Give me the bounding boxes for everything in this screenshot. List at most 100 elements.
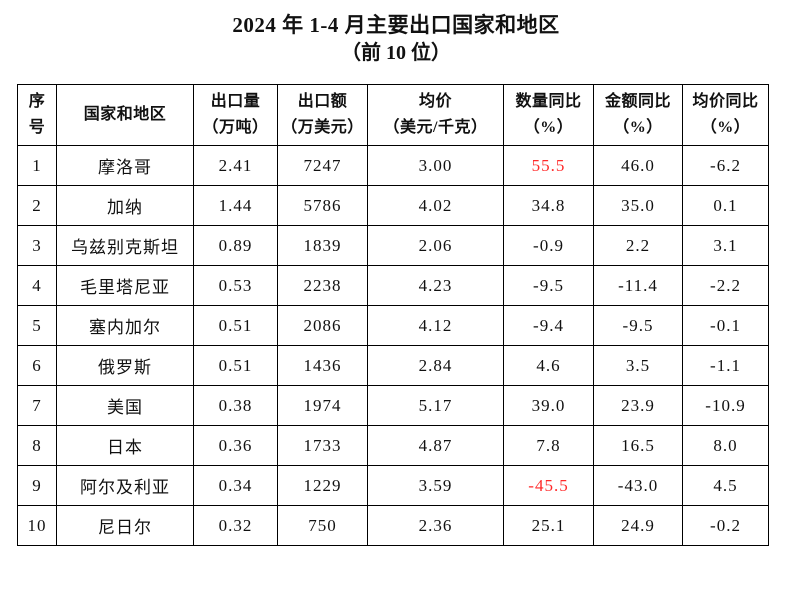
cell-avg-price: 2.84 [367, 345, 504, 386]
column-header-export-qty: 出口量 （万吨） [193, 84, 278, 146]
cell-qty-yoy: 39.0 [503, 385, 594, 426]
page-subtitle: （前 10 位） [341, 42, 451, 64]
table-row: 6 俄罗斯 0.51 1436 2.84 4.6 3.5 -1.1 [17, 345, 769, 386]
cell-avg-price: 3.59 [367, 465, 504, 506]
cell-avg-price: 3.00 [367, 145, 504, 186]
cell-country: 乌兹别克斯坦 [56, 225, 194, 266]
cell-export-value: 1839 [277, 225, 368, 266]
cell-export-qty: 2.41 [193, 145, 278, 186]
cell-export-value: 2086 [277, 305, 368, 346]
cell-value-yoy: 2.2 [593, 225, 683, 266]
column-header-country: 国家和地区 [56, 84, 194, 146]
cell-avg-price: 4.23 [367, 265, 504, 306]
cell-seq: 5 [17, 305, 57, 346]
cell-value-yoy: 35.0 [593, 185, 683, 226]
cell-qty-yoy: -9.4 [503, 305, 594, 346]
cell-export-qty: 0.53 [193, 265, 278, 306]
cell-qty-yoy: -45.5 [503, 465, 594, 506]
cell-export-qty: 1.44 [193, 185, 278, 226]
column-header-export-value: 出口额 （万美元） [277, 84, 368, 146]
page-title: 2024 年 1-4 月主要出口国家和地区 [232, 13, 560, 37]
column-header-avg-price: 均价 （美元/千克） [367, 84, 504, 146]
cell-export-qty: 0.51 [193, 345, 278, 386]
table-row: 3 乌兹别克斯坦 0.89 1839 2.06 -0.9 2.2 3.1 [17, 225, 769, 266]
cell-value-yoy: 23.9 [593, 385, 683, 426]
cell-avg-price: 2.06 [367, 225, 504, 266]
cell-export-qty: 0.89 [193, 225, 278, 266]
cell-value-yoy: -43.0 [593, 465, 683, 506]
table-row: 7 美国 0.38 1974 5.17 39.0 23.9 -10.9 [17, 385, 769, 426]
cell-export-value: 1229 [277, 465, 368, 506]
document-page: 2024 年 1-4 月主要出口国家和地区 （前 10 位） 序 号 国家和地区 [0, 12, 792, 546]
table-row: 4 毛里塔尼亚 0.53 2238 4.23 -9.5 -11.4 -2.2 [17, 265, 769, 306]
cell-price-yoy: -0.2 [682, 505, 769, 546]
cell-seq: 10 [17, 505, 57, 546]
cell-price-yoy: 4.5 [682, 465, 769, 506]
cell-value-yoy: -11.4 [593, 265, 683, 306]
cell-price-yoy: 0.1 [682, 185, 769, 226]
cell-seq: 6 [17, 345, 57, 386]
cell-export-value: 2238 [277, 265, 368, 306]
cell-price-yoy: -2.2 [682, 265, 769, 306]
header-row: 序 号 国家和地区 出口量 （万吨） 出口额 （万美元） 均价 （美元/千 [17, 84, 769, 146]
cell-country: 阿尔及利亚 [56, 465, 194, 506]
table-row: 10 尼日尔 0.32 750 2.36 25.1 24.9 -0.2 [17, 505, 769, 546]
table-row: 5 塞内加尔 0.51 2086 4.12 -9.4 -9.5 -0.1 [17, 305, 769, 346]
cell-country: 摩洛哥 [56, 145, 194, 186]
cell-qty-yoy: -0.9 [503, 225, 594, 266]
cell-avg-price: 2.36 [367, 505, 504, 546]
table-row: 1 摩洛哥 2.41 7247 3.00 55.5 46.0 -6.2 [17, 145, 769, 186]
cell-value-yoy: 46.0 [593, 145, 683, 186]
cell-seq: 8 [17, 425, 57, 466]
export-table: 序 号 国家和地区 出口量 （万吨） 出口额 （万美元） 均价 （美元/千 [17, 84, 769, 546]
cell-export-value: 1436 [277, 345, 368, 386]
cell-avg-price: 5.17 [367, 385, 504, 426]
cell-qty-yoy: 25.1 [503, 505, 594, 546]
table-row: 8 日本 0.36 1733 4.87 7.8 16.5 8.0 [17, 425, 769, 466]
cell-avg-price: 4.12 [367, 305, 504, 346]
cell-country: 美国 [56, 385, 194, 426]
cell-export-qty: 0.32 [193, 505, 278, 546]
cell-price-yoy: -1.1 [682, 345, 769, 386]
table-body: 1 摩洛哥 2.41 7247 3.00 55.5 46.0 -6.2 2 加纳… [17, 145, 769, 546]
cell-avg-price: 4.02 [367, 185, 504, 226]
cell-export-qty: 0.38 [193, 385, 278, 426]
cell-country: 毛里塔尼亚 [56, 265, 194, 306]
cell-export-qty: 0.51 [193, 305, 278, 346]
cell-value-yoy: -9.5 [593, 305, 683, 346]
table-row: 2 加纳 1.44 5786 4.02 34.8 35.0 0.1 [17, 185, 769, 226]
cell-export-qty: 0.34 [193, 465, 278, 506]
cell-export-qty: 0.36 [193, 425, 278, 466]
cell-price-yoy: -6.2 [682, 145, 769, 186]
cell-value-yoy: 24.9 [593, 505, 683, 546]
cell-export-value: 5786 [277, 185, 368, 226]
cell-seq: 2 [17, 185, 57, 226]
column-header-value-yoy: 金额同比 （%） [593, 84, 683, 146]
cell-qty-yoy: 7.8 [503, 425, 594, 466]
cell-country: 塞内加尔 [56, 305, 194, 346]
cell-price-yoy: 3.1 [682, 225, 769, 266]
cell-qty-yoy: -9.5 [503, 265, 594, 306]
cell-country: 尼日尔 [56, 505, 194, 546]
cell-country: 日本 [56, 425, 194, 466]
table-row: 9 阿尔及利亚 0.34 1229 3.59 -45.5 -43.0 4.5 [17, 465, 769, 506]
cell-price-yoy: -10.9 [682, 385, 769, 426]
cell-qty-yoy: 34.8 [503, 185, 594, 226]
cell-value-yoy: 3.5 [593, 345, 683, 386]
column-header-price-yoy: 均价同比 （%） [682, 84, 769, 146]
cell-country: 加纳 [56, 185, 194, 226]
cell-seq: 7 [17, 385, 57, 426]
cell-country: 俄罗斯 [56, 345, 194, 386]
cell-export-value: 7247 [277, 145, 368, 186]
cell-export-value: 750 [277, 505, 368, 546]
column-header-qty-yoy: 数量同比 （%） [503, 84, 594, 146]
cell-export-value: 1974 [277, 385, 368, 426]
cell-seq: 3 [17, 225, 57, 266]
cell-price-yoy: -0.1 [682, 305, 769, 346]
cell-qty-yoy: 55.5 [503, 145, 594, 186]
column-header-seq: 序 号 [17, 84, 57, 146]
cell-value-yoy: 16.5 [593, 425, 683, 466]
cell-qty-yoy: 4.6 [503, 345, 594, 386]
cell-price-yoy: 8.0 [682, 425, 769, 466]
cell-export-value: 1733 [277, 425, 368, 466]
